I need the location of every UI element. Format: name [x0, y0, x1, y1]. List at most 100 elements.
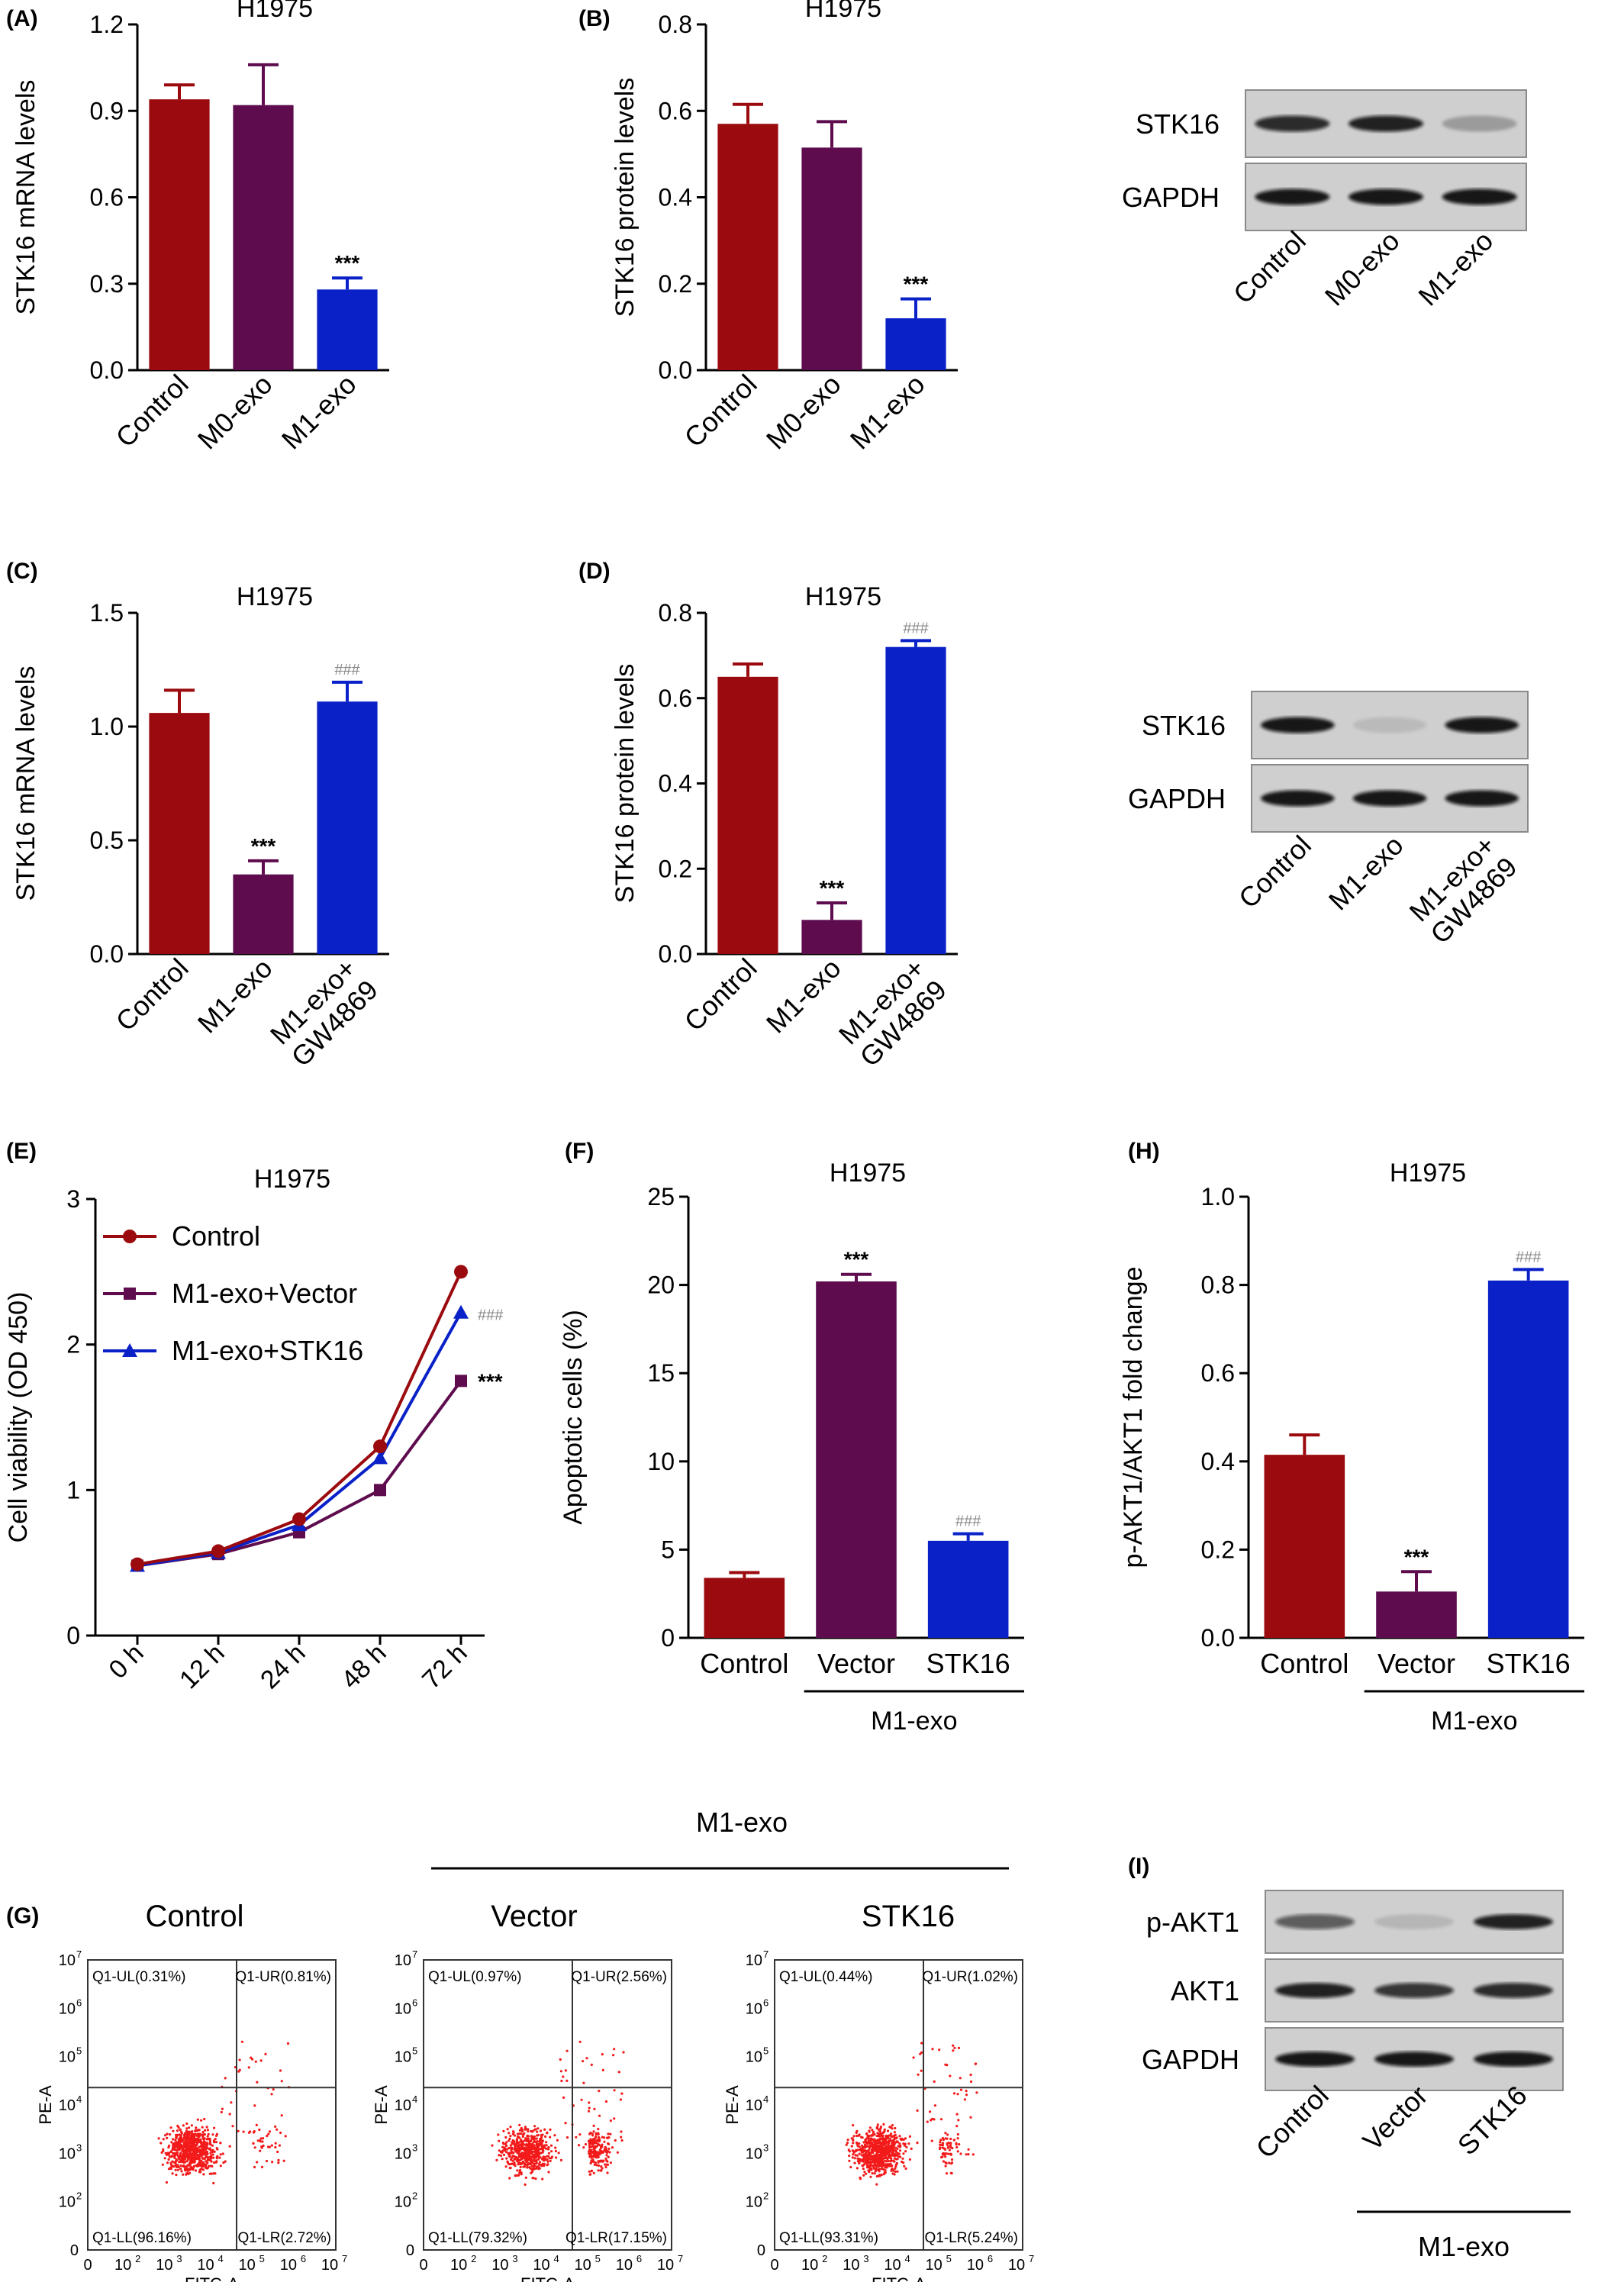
flow-dot [219, 2164, 222, 2168]
category-label: STK16 [1487, 1648, 1571, 1679]
category-label-group: M0-exo [192, 369, 279, 456]
flow-dot [208, 2138, 211, 2141]
y-axis-label: PE-A [36, 2085, 55, 2125]
flow-dot [197, 2137, 200, 2141]
flow-dot [884, 2150, 887, 2153]
flow-dot [278, 2144, 281, 2147]
flow-dot [540, 2148, 543, 2151]
flow-dot [868, 2130, 871, 2133]
flow-dot [195, 2164, 198, 2167]
flow-dot [537, 2158, 540, 2161]
flow-dot [531, 2155, 534, 2158]
flow-dot [518, 2129, 522, 2132]
flow-dot [240, 2040, 243, 2043]
flow-dot [497, 2133, 500, 2136]
flow-dot [536, 2130, 539, 2133]
bar-chart-b: 0.0 0.2 0.4 0.6 0.8 STK16 protein levels H1975… [611, 0, 958, 456]
flow-dot [865, 2172, 868, 2175]
flow-dot [188, 2163, 192, 2166]
chart-title: H1975 [805, 582, 881, 611]
flow-dot [262, 2144, 265, 2148]
flow-dot [582, 2146, 585, 2149]
flow-dot [205, 2151, 209, 2154]
flow-dot [541, 2133, 544, 2136]
flow-dot [560, 2079, 563, 2083]
flow-dot [249, 2130, 252, 2133]
flow-dot [194, 2149, 197, 2153]
flow-dot [537, 2162, 540, 2165]
flow-dot [160, 2142, 163, 2145]
y-tick-label: 0.4 [1201, 1448, 1235, 1475]
flow-dot [256, 2139, 259, 2142]
flow-dot [185, 2130, 188, 2133]
flow-dot [611, 2146, 614, 2149]
flow-dot [606, 2163, 610, 2166]
flow-dot [528, 2153, 531, 2156]
flow-dot [876, 2132, 879, 2135]
tick-exponent: 5 [412, 2045, 417, 2057]
y-tick-label: 25 [647, 1183, 675, 1210]
flow-dot [597, 2135, 601, 2139]
flow-dot [929, 2110, 932, 2113]
x-tick-label: 24 h [255, 1639, 311, 1695]
flow-dot [526, 2166, 529, 2169]
flow-dot [903, 2164, 906, 2168]
flow-dot [499, 2154, 503, 2157]
tick-exponent: 4 [76, 2093, 82, 2105]
tick-exponent: 7 [1029, 2253, 1034, 2264]
flow-dot [607, 2147, 611, 2151]
y-axis-label: Apoptotic cells (%) [559, 1310, 588, 1525]
flow-dot [224, 2160, 227, 2163]
x-axis-label: FITC-A [185, 2274, 239, 2282]
flow-dot [182, 2153, 185, 2156]
flow-dot [933, 2118, 936, 2121]
flow-dot [169, 2163, 172, 2166]
flow-dot [864, 2161, 867, 2164]
chart-title: H1975 [237, 582, 313, 611]
flow-dot [875, 2174, 878, 2178]
bar-1 [149, 99, 210, 370]
flow-dot [212, 2161, 216, 2164]
flow-dot [194, 2129, 197, 2132]
flow-dot [851, 2156, 854, 2159]
flow-dot [209, 2143, 212, 2146]
flow-dot [502, 2129, 505, 2132]
flow-dot [871, 2164, 874, 2168]
data-point [372, 1450, 388, 1465]
flow-dot [199, 2144, 203, 2148]
flow-dot [174, 2168, 177, 2171]
significance-mark: *** [844, 1248, 869, 1272]
x-tick-label: 10 [491, 2257, 508, 2274]
flow-dot [256, 2081, 259, 2084]
flow-dot [200, 2119, 203, 2122]
blot-row-label: GAPDH [1122, 182, 1220, 213]
flow-dot [491, 2144, 494, 2147]
flow-dot [597, 2169, 600, 2172]
flow-dot [190, 2145, 193, 2148]
flow-dot [955, 2125, 959, 2128]
tick-exponent: 3 [863, 2253, 868, 2264]
flow-dot [907, 2142, 910, 2145]
category-label-group: M1-exo+GW4869 [833, 952, 952, 1073]
flow-dot [201, 2130, 205, 2134]
flow-dot [965, 2153, 968, 2156]
flow-dot [216, 2155, 219, 2158]
flow-dot [566, 2049, 569, 2052]
flow-dot [956, 2150, 959, 2153]
flow-dot [856, 2167, 859, 2170]
flow-dot [575, 2135, 578, 2139]
x-axis-label: FITC-A [872, 2274, 926, 2282]
flow-dot [545, 2147, 548, 2150]
data-point [292, 1512, 306, 1526]
flow-dot [262, 2137, 265, 2140]
flow-dot [537, 2168, 540, 2171]
flow-dot [501, 2158, 504, 2161]
flow-dot [582, 2060, 585, 2063]
flow-dot [180, 2170, 183, 2173]
flow-dot [518, 2168, 522, 2172]
blot-band [1474, 1983, 1553, 1998]
flow-dot [949, 2153, 952, 2156]
y-axis-label: Cell viability (OD 450) [4, 1292, 33, 1543]
flow-dot [265, 2159, 269, 2163]
